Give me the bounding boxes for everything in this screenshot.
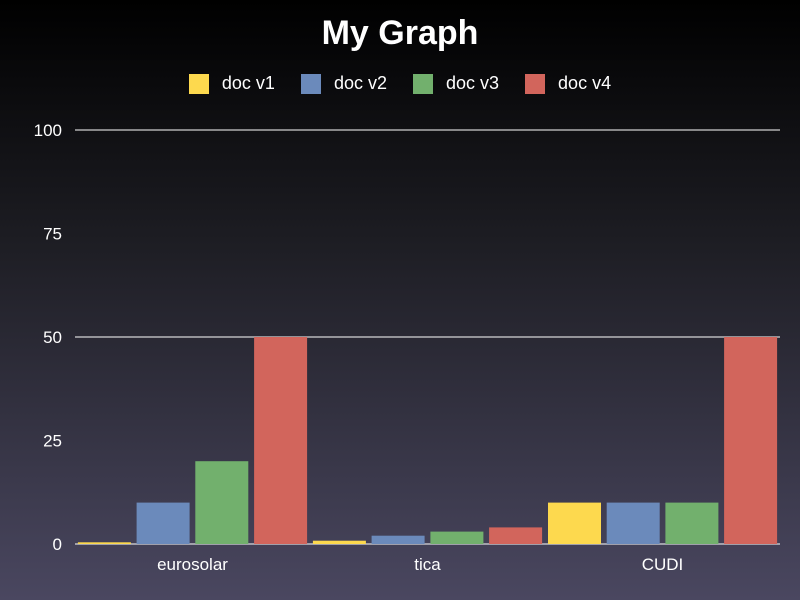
legend-item: doc v4 <box>525 73 611 94</box>
bar-cudi-doc-v1 <box>548 502 601 544</box>
bar-eurosolar-doc-v2 <box>136 502 190 544</box>
legend: doc v1 doc v2 doc v3 doc v4 <box>0 73 800 94</box>
legend-item: doc v2 <box>300 73 387 94</box>
bar-tica-doc-v2 <box>371 535 425 544</box>
legend-label: doc v3 <box>446 73 500 93</box>
bar-eurosolar-doc-v4 <box>254 337 308 544</box>
legend-label: doc v1 <box>221 73 275 93</box>
legend-item: doc v3 <box>413 73 499 94</box>
x-tick-label: tica <box>414 555 441 574</box>
legend-swatch <box>188 73 209 94</box>
y-tick-label: 100 <box>34 121 62 140</box>
y-tick-label: 25 <box>43 432 62 451</box>
x-tick-label: eurosolar <box>157 555 228 574</box>
legend-swatch <box>525 73 546 94</box>
y-tick-label: 0 <box>53 535 62 554</box>
legend-label: doc v4 <box>558 73 612 93</box>
bar-cudi-doc-v2 <box>606 502 660 544</box>
bar-eurosolar-doc-v3 <box>195 461 249 544</box>
legend-swatch <box>300 73 321 94</box>
bar-eurosolar-doc-v1 <box>77 542 131 544</box>
x-tick-label: CUDI <box>642 555 684 574</box>
legend-item: doc v1 <box>188 73 275 94</box>
y-tick-label: 50 <box>43 328 62 347</box>
legend-label: doc v2 <box>333 73 387 93</box>
bar-cudi-doc-v3 <box>665 502 719 544</box>
bar-tica-doc-v1 <box>312 540 366 544</box>
legend-swatch <box>413 73 433 94</box>
bar-tica-doc-v4 <box>489 527 543 544</box>
bar-cudi-doc-v4 <box>724 337 778 544</box>
bar-tica-doc-v3 <box>430 531 484 544</box>
y-tick-label: 75 <box>43 225 62 244</box>
chart-title: My Graph <box>321 14 479 52</box>
